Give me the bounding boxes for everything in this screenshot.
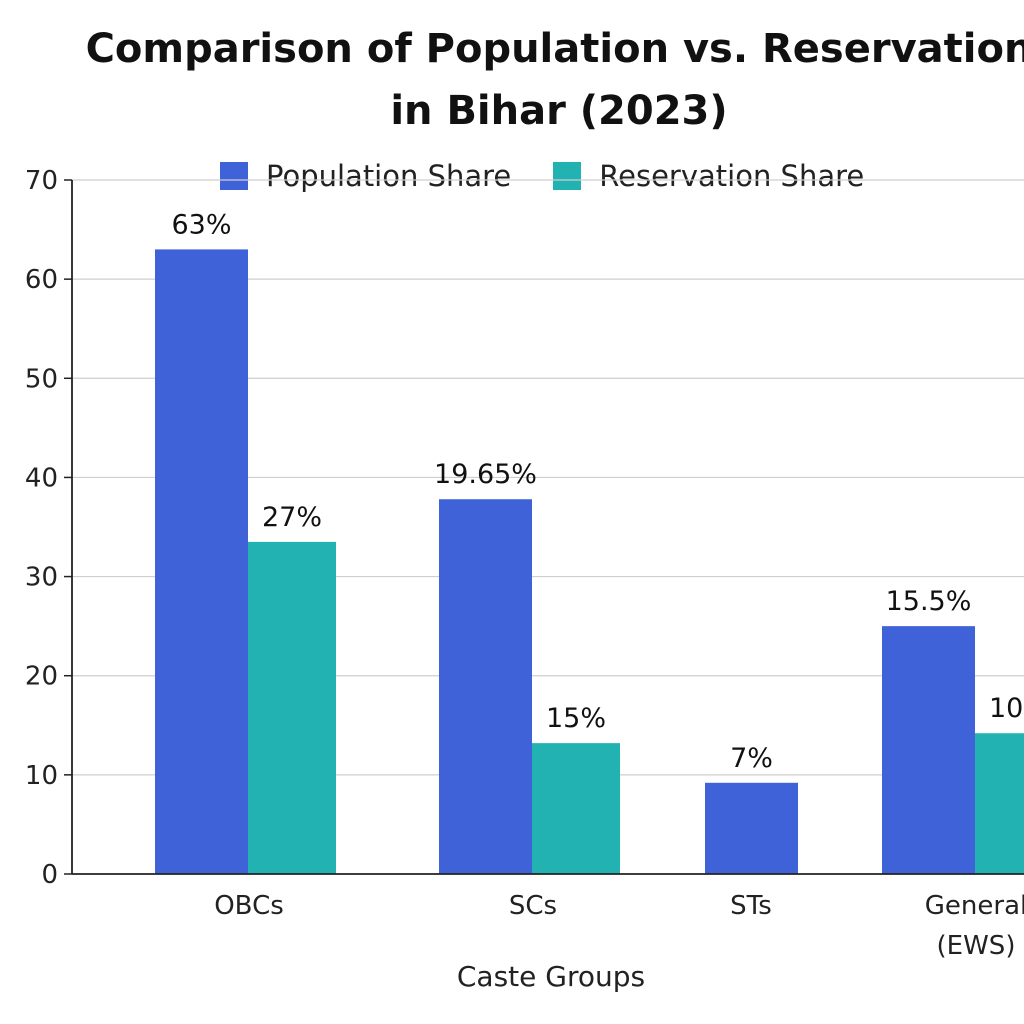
- x-axis-title: Caste Groups: [457, 960, 645, 993]
- y-tick-label-40: 40: [25, 463, 58, 493]
- data-label-reservation-share-3: 10%: [989, 693, 1024, 724]
- bar-reservation-share-3: [975, 733, 1024, 874]
- chart-title-line-2: in Bihar (2023): [390, 88, 728, 134]
- legend: Population Share Reservation Share: [220, 156, 906, 196]
- bar-population-share-0: [155, 249, 248, 874]
- data-label-population-share-2: 7%: [730, 743, 773, 774]
- legend-item-population-share: Population Share: [220, 159, 511, 193]
- data-label-population-share-1: 19.65%: [434, 459, 537, 490]
- data-label-population-share-0: 63%: [171, 209, 231, 240]
- bar-population-share-1: [439, 499, 532, 874]
- x-tick-label-2-0: STs: [730, 891, 772, 921]
- legend-swatch-population-share: [220, 162, 248, 190]
- x-tick-label-3-1: (EWS): [937, 931, 1016, 961]
- y-tick-label-60: 60: [25, 265, 58, 295]
- y-tick-label-30: 30: [25, 563, 58, 593]
- x-tick-label-3-0: General: [925, 891, 1024, 921]
- data-label-population-share-3: 15.5%: [886, 586, 972, 617]
- bar-population-share-3: [882, 626, 975, 874]
- legend-item-reservation-share: Reservation Share: [553, 159, 864, 193]
- x-tick-label-1-0: SCs: [509, 891, 557, 921]
- y-tick-label-70: 70: [25, 166, 58, 196]
- y-tick-label-0: 0: [41, 860, 58, 890]
- y-tick-label-20: 20: [25, 662, 58, 692]
- data-label-reservation-share-0: 27%: [262, 502, 322, 533]
- bar-reservation-share-1: [532, 743, 620, 874]
- y-tick-label-10: 10: [25, 761, 58, 791]
- bar-reservation-share-0: [248, 541, 336, 874]
- y-tick-label-50: 50: [25, 364, 58, 394]
- bar-population-share-2: [705, 782, 798, 874]
- legend-swatch-reservation-share: [553, 162, 582, 190]
- legend-label-reservation-share: Reservation Share: [599, 159, 865, 193]
- chart-title-line-1: Comparison of Population vs. Reservation: [85, 26, 1024, 72]
- x-tick-label-0-0: OBCs: [214, 891, 284, 921]
- data-label-reservation-share-1: 15%: [546, 703, 606, 734]
- legend-label-population-share: Population Share: [266, 159, 512, 193]
- chart-title: Comparison of Population vs. Reservation…: [0, 18, 1024, 142]
